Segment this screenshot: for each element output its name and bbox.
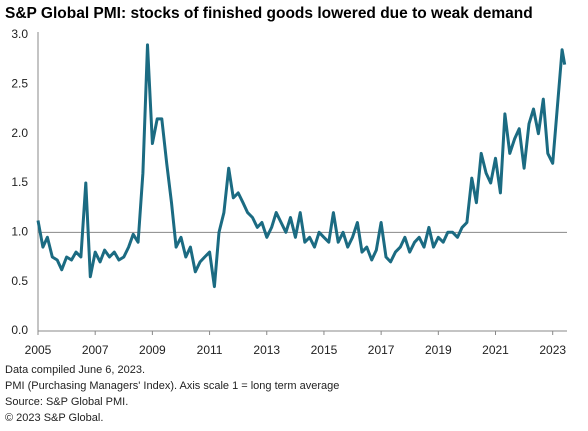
y-tick-label: 2.0 [11, 126, 28, 140]
footnote: Source: S&P Global PMI. [5, 396, 128, 408]
x-tick-label: 2021 [482, 343, 509, 357]
footnote: © 2023 S&P Global. [5, 412, 103, 424]
x-tick-label: 2007 [82, 343, 109, 357]
x-tick-label: 2023 [539, 343, 566, 357]
y-tick-label: 3.0 [11, 27, 28, 41]
y-tick-label: 2.5 [11, 77, 28, 91]
x-tick-label: 2011 [197, 343, 223, 357]
x-tick-label: 2019 [425, 343, 452, 357]
x-tick-label: 2005 [25, 343, 52, 357]
y-tick-label: 0.0 [11, 323, 28, 337]
x-tick-label: 2009 [139, 343, 166, 357]
x-tick-label: 2017 [368, 343, 395, 357]
chart-title: S&P Global PMI: stocks of finished goods… [5, 5, 533, 22]
footnote: PMI (Purchasing Managers' Index). Axis s… [5, 380, 339, 392]
y-tick-label: 1.0 [11, 225, 28, 239]
x-tick-label: 2013 [253, 343, 280, 357]
data-line [36, 43, 567, 289]
x-tick-label: 2015 [311, 343, 338, 357]
y-tick-label: 1.5 [11, 175, 28, 189]
y-tick-label: 0.5 [11, 274, 28, 288]
footnote: Data compiled June 6, 2023. [5, 364, 145, 376]
